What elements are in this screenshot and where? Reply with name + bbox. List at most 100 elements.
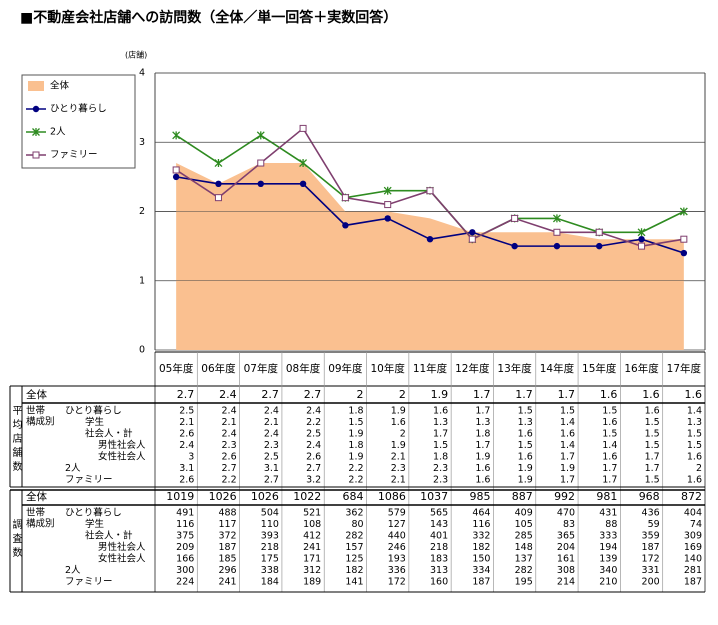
cell: 1.6 — [518, 452, 533, 463]
cell: 2.7 — [177, 388, 195, 401]
cell: 1.3 — [433, 417, 448, 428]
point — [172, 173, 180, 181]
cell: 338 — [261, 565, 279, 576]
point — [299, 180, 307, 187]
cell: 1.6 — [475, 475, 490, 486]
cell: 2.2 — [222, 475, 237, 486]
cell: 872 — [681, 490, 702, 503]
cell: 224 — [176, 577, 194, 588]
point — [256, 131, 265, 140]
cell: 1.7 — [558, 388, 576, 401]
cell: 1.6 — [560, 429, 575, 440]
cell: 2.7 — [261, 388, 279, 401]
side-label: 調査数 — [10, 518, 22, 561]
cell: 1.9 — [391, 440, 406, 451]
cell: 166 — [176, 554, 194, 565]
cell: 1.9 — [518, 475, 533, 486]
row-label: 女性社会人 — [98, 553, 146, 565]
cell: 282 — [515, 565, 533, 576]
cell: 3.2 — [306, 475, 321, 486]
cell: 1.7 — [473, 388, 491, 401]
cell: 2.1 — [391, 452, 406, 463]
cell: 2.3 — [391, 463, 406, 474]
cell: 182 — [472, 542, 490, 553]
point — [384, 201, 392, 209]
cell: 3.1 — [264, 463, 279, 474]
point — [638, 242, 646, 250]
cell: 1.9 — [348, 429, 363, 440]
cell: 241 — [218, 577, 236, 588]
cell: 1.3 — [687, 417, 702, 428]
cell: 218 — [430, 542, 448, 553]
cell: 1026 — [251, 490, 279, 503]
cell: 108 — [303, 519, 321, 530]
row-label: 社会人・計 — [85, 530, 133, 542]
cell: 336 — [388, 565, 406, 576]
cell: 1.4 — [560, 417, 575, 428]
group-label: 世帯 — [26, 507, 46, 519]
x-tick-label: 11年度 — [413, 362, 448, 375]
point — [426, 187, 434, 195]
cell: 2 — [400, 429, 406, 440]
cell: 375 — [176, 531, 194, 542]
point — [595, 228, 603, 236]
cell: 1.7 — [433, 429, 448, 440]
point — [214, 159, 223, 168]
cell: 440 — [388, 531, 406, 542]
cell: 372 — [218, 531, 236, 542]
cell: 309 — [684, 531, 702, 542]
cell: 2.4 — [219, 388, 237, 401]
cell: 2.2 — [348, 463, 363, 474]
cell: 1.5 — [348, 417, 363, 428]
cell: 1.5 — [645, 475, 660, 486]
cell: 161 — [557, 554, 575, 565]
cell: 1.4 — [602, 440, 617, 451]
legend-label: ファミリー — [50, 150, 98, 161]
row-label: 全体 — [26, 490, 47, 503]
cell: 2.1 — [222, 417, 237, 428]
cell: 1.6 — [433, 406, 448, 417]
cell: 579 — [388, 508, 406, 519]
cell: 1.5 — [518, 440, 533, 451]
cell: 2.5 — [306, 429, 321, 440]
y-unit: (店舗) — [125, 50, 147, 60]
cell: 172 — [642, 554, 660, 565]
point — [553, 228, 561, 236]
cell: 365 — [557, 531, 575, 542]
point — [680, 249, 688, 257]
y-tick-label: 3 — [139, 137, 145, 148]
legend-swatch — [28, 81, 44, 91]
point — [596, 242, 603, 250]
cell: 282 — [345, 531, 363, 542]
cell: 1.6 — [645, 406, 660, 417]
cell: 183 — [430, 554, 448, 565]
cell: 2.1 — [391, 475, 406, 486]
cell: 187 — [642, 542, 660, 553]
cell: 2.7 — [306, 463, 321, 474]
cell: 80 — [351, 519, 363, 530]
point — [172, 166, 180, 174]
cell: 1.7 — [475, 440, 490, 451]
cell: 210 — [599, 577, 617, 588]
cell: 1.5 — [602, 406, 617, 417]
cell: 187 — [472, 577, 490, 588]
row-label: 全体 — [26, 388, 47, 401]
cell: 2.5 — [264, 452, 279, 463]
cell: 204 — [557, 542, 575, 553]
cell: 2.4 — [306, 406, 321, 417]
row-label: 男性社会人 — [98, 439, 146, 451]
cell: 137 — [515, 554, 533, 565]
cell: 2.4 — [264, 406, 279, 417]
cell: 1022 — [293, 490, 321, 503]
chart-title: ■不動産会社店舗への訪問数（全体／単一回答＋実数回答） — [20, 9, 397, 26]
point — [342, 222, 349, 229]
cell: 1.6 — [518, 429, 533, 440]
cell: 2.7 — [222, 463, 237, 474]
cell: 88 — [605, 519, 617, 530]
cell: 521 — [303, 508, 321, 519]
x-tick-label: 05年度 — [159, 362, 194, 375]
area — [176, 163, 684, 350]
cell: 1037 — [420, 490, 448, 503]
point — [637, 228, 646, 237]
cell: 110 — [261, 519, 279, 530]
